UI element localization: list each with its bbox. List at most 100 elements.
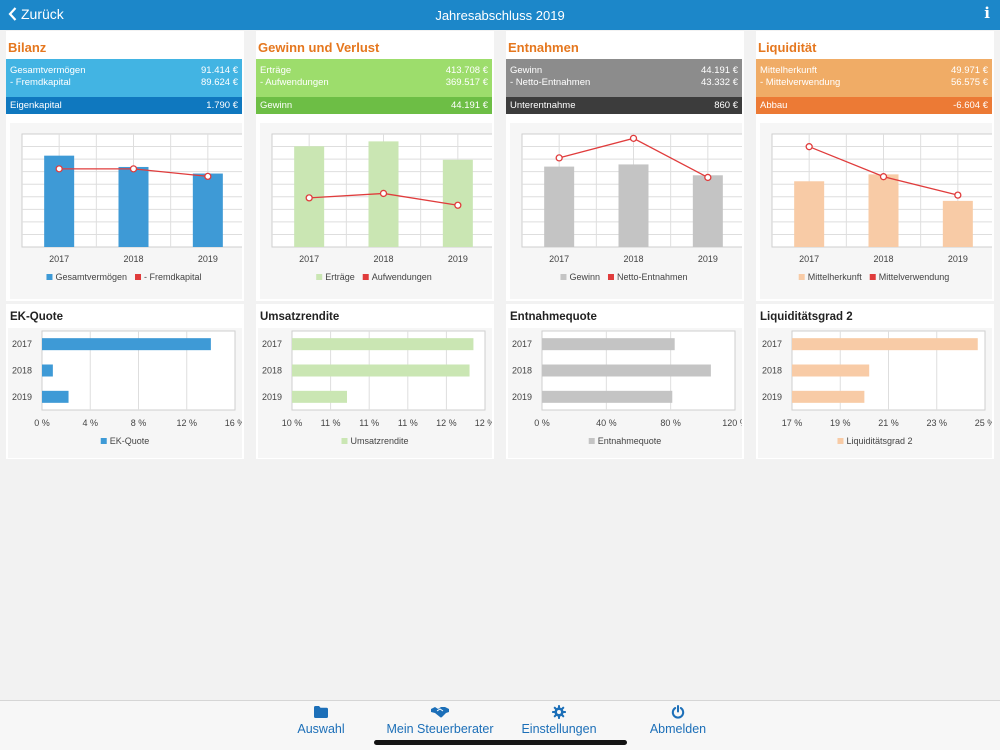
x-tick-label: 12 % bbox=[475, 418, 492, 428]
kpi-chart: 17 % 19 % 21 % 23 % 25 % 2017 2018 2019 Liquidit… bbox=[758, 328, 992, 458]
bar bbox=[618, 164, 649, 247]
result-label: Gewinn bbox=[260, 100, 293, 111]
result-value: 44.191 € bbox=[451, 100, 488, 111]
bar bbox=[542, 364, 711, 377]
legend-line-label: - Fremdkapital bbox=[144, 272, 202, 282]
result-label: Eigenkapital bbox=[10, 100, 62, 111]
y-tick-label: 2019 bbox=[262, 392, 282, 402]
combo-chart-svg: 2017 2018 2019 Erträge Aufwendungen bbox=[271, 133, 492, 282]
back-button[interactable]: Zurück bbox=[8, 6, 64, 22]
panel-liquiditaet: Liquidität Mittelherkunft 49.971 € - Mit… bbox=[756, 31, 994, 459]
combo-chart-svg: 2017 2018 2019 Gewinn Netto-Entnahmen bbox=[521, 133, 742, 282]
result-label: Unterentnahme bbox=[510, 100, 576, 111]
kpi-card: Liquiditätsgrad 2 17 % 19 % 21 % 23 % 25 % 20… bbox=[756, 304, 994, 459]
x-tick-label: 80 % bbox=[660, 418, 681, 428]
x-tick-label: 11 % bbox=[359, 418, 379, 428]
x-tick-label: 21 % bbox=[878, 418, 899, 428]
bar bbox=[292, 364, 470, 377]
panel-bilanz: Bilanz Gesamtvermögen 91.414 € - Fremdka… bbox=[6, 31, 244, 459]
y-tick-label: 2017 bbox=[512, 339, 532, 349]
bar bbox=[868, 174, 899, 247]
x-tick-label: 0 % bbox=[34, 418, 50, 428]
legend-label: Liquiditätsgrad 2 bbox=[846, 436, 912, 446]
x-tick-label: 11 % bbox=[321, 418, 341, 428]
bar bbox=[42, 338, 211, 351]
legend-swatch-line bbox=[869, 274, 876, 280]
result-row: Abbau -6.604 € bbox=[756, 97, 992, 114]
legend-label: Entnahmequote bbox=[598, 436, 662, 446]
gear-icon bbox=[552, 705, 566, 719]
legend-swatch bbox=[837, 438, 844, 444]
bar bbox=[542, 390, 673, 403]
y-tick-label: 2019 bbox=[762, 392, 782, 402]
summary-label: Mittelherkunft bbox=[760, 65, 818, 76]
y-tick-label: 2019 bbox=[12, 392, 32, 402]
bar bbox=[292, 338, 474, 351]
kpi-chart: 10 % 11 % 11 % 11 % 12 % 12 % 2017 2018 2019 Umsa… bbox=[258, 328, 492, 458]
x-tick-label: 2019 bbox=[448, 254, 468, 264]
y-tick-label: 2018 bbox=[762, 366, 782, 376]
summary-row: Erträge 413.708 € bbox=[260, 65, 488, 77]
tab-label: Abmelden bbox=[649, 722, 707, 736]
x-tick-label: 120 % bbox=[722, 418, 742, 428]
summary-label: - Mittelverwendung bbox=[760, 77, 841, 88]
x-tick-label: 17 % bbox=[782, 418, 803, 428]
summary-label: - Netto-Entnahmen bbox=[510, 77, 591, 88]
line-point bbox=[954, 191, 962, 199]
combo-chart: 2017 2018 2019 Gesamtvermögen - Fremdkapital bbox=[10, 123, 242, 299]
legend-bar-label: Mittelherkunft bbox=[808, 272, 863, 282]
power-icon bbox=[671, 705, 685, 719]
legend-swatch-line bbox=[607, 274, 614, 280]
tab-bar: Auswahl Mein Steuerberater Einstellungen… bbox=[0, 700, 1000, 750]
panel-title: Gewinn und Verlust bbox=[258, 40, 380, 55]
bar bbox=[942, 200, 973, 247]
legend-swatch-line bbox=[135, 274, 142, 280]
combo-chart: 2017 2018 2019 Erträge Aufwendungen bbox=[260, 123, 492, 299]
result-row: Unterentnahme 860 € bbox=[506, 97, 742, 114]
summary-value: 91.414 € bbox=[201, 65, 238, 76]
legend-swatch-bar bbox=[560, 274, 567, 280]
x-tick-label: 40 % bbox=[596, 418, 617, 428]
summary-card: Bilanz Gesamtvermögen 91.414 € - Fremdka… bbox=[6, 31, 244, 301]
tab-einstellungen[interactable]: Einstellungen bbox=[499, 704, 619, 736]
x-tick-label: 2017 bbox=[49, 254, 69, 264]
tab-abmelden[interactable]: Abmelden bbox=[618, 704, 738, 736]
line-point bbox=[379, 189, 388, 198]
bar bbox=[792, 338, 978, 351]
tab-label: Einstellungen bbox=[521, 722, 597, 736]
line-point bbox=[305, 194, 313, 202]
result-value: -6.604 € bbox=[953, 100, 988, 111]
kpi-title: Umsatzrendite bbox=[260, 311, 340, 323]
kpi-chart: 0 % 4 % 8 % 12 % 16 % 2017 2018 2019 EK-Quote bbox=[8, 328, 242, 458]
tab-mein-steuerberater[interactable]: Mein Steuerberater bbox=[380, 704, 500, 736]
bar bbox=[292, 390, 348, 403]
summary-box: Mittelherkunft 49.971 € - Mittelverwendu… bbox=[756, 59, 992, 97]
summary-box: Gewinn 44.191 € - Netto-Entnahmen 43.332… bbox=[506, 59, 742, 97]
summary-row: - Aufwendungen 369.517 € bbox=[260, 77, 488, 89]
tab-auswahl[interactable]: Auswahl bbox=[261, 704, 381, 736]
x-tick-label: 10 % bbox=[282, 418, 303, 428]
line-point bbox=[629, 134, 638, 142]
info-icon[interactable]: i bbox=[984, 4, 990, 22]
panel-title: Bilanz bbox=[8, 40, 47, 55]
combo-chart: 2017 2018 2019 Mittelherkunft Mittelverwendu… bbox=[760, 123, 992, 299]
line-point bbox=[879, 173, 888, 181]
line-point bbox=[454, 201, 462, 209]
summary-box: Erträge 413.708 € - Aufwendungen 369.517… bbox=[256, 59, 492, 97]
summary-card: Gewinn und Verlust Erträge 413.708 € - A… bbox=[256, 31, 494, 301]
legend-label: EK-Quote bbox=[110, 436, 150, 446]
combo-chart-svg: 2017 2018 2019 Gesamtvermögen - Fremdkapital bbox=[21, 133, 242, 282]
chevron-left-icon bbox=[8, 7, 17, 21]
summary-value: 44.191 € bbox=[701, 65, 738, 76]
summary-box: Gesamtvermögen 91.414 € - Fremdkapital 8… bbox=[6, 59, 242, 97]
result-row: Eigenkapital 1.790 € bbox=[6, 97, 242, 114]
summary-label: Gewinn bbox=[510, 65, 543, 76]
back-button-label: Zurück bbox=[21, 6, 64, 22]
x-tick-label: 25 % bbox=[975, 418, 992, 428]
x-tick-label: 2019 bbox=[698, 254, 718, 264]
combo-chart: 2017 2018 2019 Gewinn Netto-Entnahmen bbox=[510, 123, 742, 299]
page-title: Jahresabschluss 2019 bbox=[435, 8, 565, 23]
kpi-card: Entnahmequote 0 % 40 % 80 % 120 % 2017 2018 20… bbox=[506, 304, 744, 459]
summary-card: Entnahmen Gewinn 44.191 € - Netto-Entnah… bbox=[506, 31, 744, 301]
y-tick-label: 2019 bbox=[512, 392, 532, 402]
